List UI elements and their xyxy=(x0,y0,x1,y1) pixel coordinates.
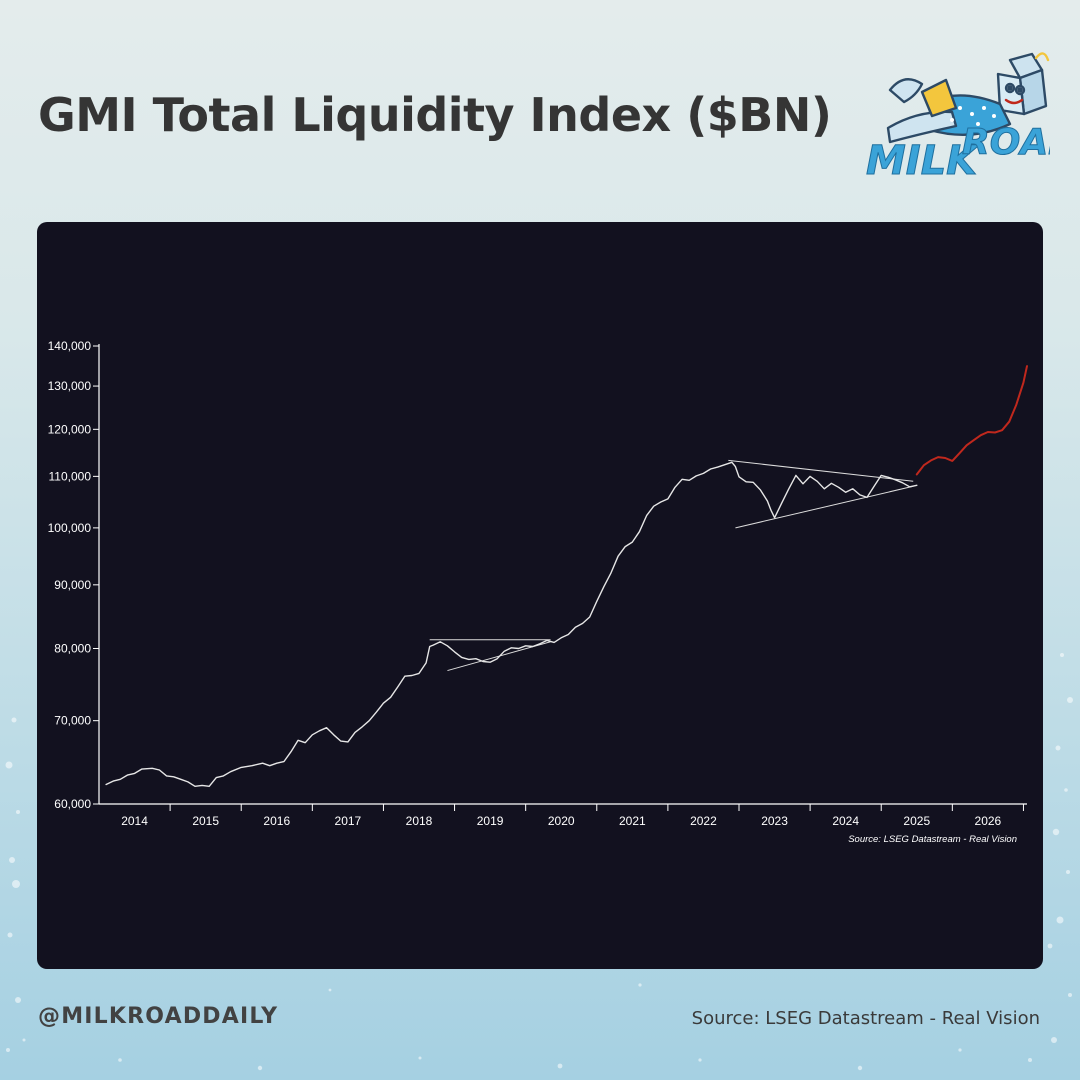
x-tick-label: 2024 xyxy=(832,814,859,828)
x-tick-label: 2019 xyxy=(477,814,504,828)
x-tick-label: 2025 xyxy=(903,814,930,828)
x-tick-label: 2016 xyxy=(263,814,290,828)
chart-panel: 60,000 70,000 80,000 90,000 100,000 110,000 12… xyxy=(37,222,1043,969)
x-tick-label: 2026 xyxy=(975,814,1002,828)
y-tick-label: 110,000 xyxy=(49,469,92,483)
liquidity-chart: 60,000 70,000 80,000 90,000 100,000 110,000 12… xyxy=(48,339,1028,845)
y-tick-label: 70,000 xyxy=(54,714,91,728)
x-tick-label: 2023 xyxy=(761,814,788,828)
x-tick-label: 2015 xyxy=(192,814,219,828)
svg-text:ROAD: ROAD xyxy=(962,122,1050,163)
y-tick-label: 90,000 xyxy=(54,578,91,592)
x-tick-label: 2018 xyxy=(406,814,433,828)
x-tick-label: 2014 xyxy=(121,814,148,828)
history-line xyxy=(105,461,918,787)
y-tick-label: 140,000 xyxy=(48,339,92,353)
y-tick-label: 130,000 xyxy=(48,379,92,393)
y-tick-label: 120,000 xyxy=(48,422,92,436)
x-tick-label: 2021 xyxy=(619,814,646,828)
chart-source-note: Source: LSEG Datastream - Real Vision xyxy=(848,834,1017,845)
y-tick-label: 80,000 xyxy=(54,641,91,655)
x-tick-label: 2022 xyxy=(690,814,717,828)
y-tick-label: 100,000 xyxy=(48,521,92,535)
footer-source: Source: LSEG Datastream - Real Vision xyxy=(691,1008,1040,1029)
page-title: GMI Total Liquidity Index ($BN) xyxy=(38,88,832,142)
projection-line xyxy=(915,365,1028,476)
x-tick-label: 2020 xyxy=(548,814,575,828)
svg-text:MILK: MILK xyxy=(866,138,980,184)
social-handle: @MILKROADDAILY xyxy=(38,1004,279,1029)
milk-road-logo: MILK ROAD xyxy=(866,52,1050,185)
x-tick-label: 2017 xyxy=(335,814,362,828)
trendline-upper xyxy=(728,459,914,482)
trendline-lower xyxy=(735,485,914,529)
y-tick-label: 60,000 xyxy=(54,797,91,811)
